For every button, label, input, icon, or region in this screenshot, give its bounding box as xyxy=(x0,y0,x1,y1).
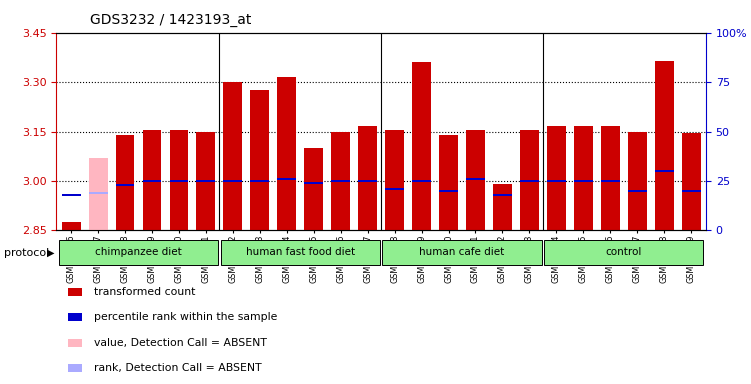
Bar xyxy=(197,180,216,182)
Text: chimpanzee diet: chimpanzee diet xyxy=(95,247,182,258)
Bar xyxy=(116,135,134,230)
Bar xyxy=(224,82,243,230)
Text: human fast food diet: human fast food diet xyxy=(246,247,354,258)
Bar xyxy=(68,288,83,296)
Bar xyxy=(382,240,541,265)
Bar xyxy=(520,130,538,230)
Bar xyxy=(304,148,323,230)
Bar xyxy=(628,132,647,230)
Bar xyxy=(601,180,620,182)
Bar xyxy=(116,184,134,186)
Bar xyxy=(682,133,701,230)
Bar xyxy=(358,126,377,230)
Bar xyxy=(224,180,243,182)
Bar xyxy=(221,240,380,265)
Bar xyxy=(493,194,512,196)
Bar xyxy=(358,180,377,182)
Bar xyxy=(59,240,218,265)
Bar xyxy=(439,190,458,192)
Bar xyxy=(385,130,404,230)
Bar xyxy=(466,130,485,230)
Bar xyxy=(68,364,83,372)
Text: value, Detection Call = ABSENT: value, Detection Call = ABSENT xyxy=(94,338,267,348)
Text: protocol: protocol xyxy=(4,248,49,258)
Bar xyxy=(277,178,296,180)
Bar xyxy=(682,190,701,192)
Text: human cafe diet: human cafe diet xyxy=(419,247,505,258)
Bar xyxy=(439,135,458,230)
Bar xyxy=(89,192,107,194)
Bar xyxy=(331,132,350,230)
Bar xyxy=(89,158,107,230)
Bar xyxy=(68,313,83,321)
Bar xyxy=(412,62,431,230)
Bar xyxy=(62,194,80,196)
Bar xyxy=(493,184,512,230)
Bar xyxy=(197,132,216,230)
Text: ▶: ▶ xyxy=(47,248,55,258)
Text: percentile rank within the sample: percentile rank within the sample xyxy=(94,313,277,323)
Bar xyxy=(331,180,350,182)
Bar xyxy=(143,130,161,230)
Text: control: control xyxy=(605,247,642,258)
Bar xyxy=(143,180,161,182)
Bar xyxy=(68,339,83,347)
Bar xyxy=(547,126,566,230)
Bar xyxy=(170,180,189,182)
Bar xyxy=(250,180,270,182)
Bar xyxy=(412,180,431,182)
Bar xyxy=(574,126,593,230)
Bar xyxy=(520,180,538,182)
Bar xyxy=(574,180,593,182)
Bar xyxy=(655,61,674,230)
Bar xyxy=(655,170,674,172)
Text: transformed count: transformed count xyxy=(94,287,195,297)
Bar xyxy=(544,240,703,265)
Bar xyxy=(250,90,270,230)
Bar xyxy=(466,178,485,180)
Bar xyxy=(385,188,404,190)
Bar xyxy=(628,190,647,192)
Bar xyxy=(547,180,566,182)
Bar xyxy=(304,182,323,184)
Text: GDS3232 / 1423193_at: GDS3232 / 1423193_at xyxy=(90,13,252,27)
Bar xyxy=(170,130,189,230)
Bar xyxy=(62,222,80,230)
Text: rank, Detection Call = ABSENT: rank, Detection Call = ABSENT xyxy=(94,363,261,373)
Bar xyxy=(601,126,620,230)
Bar xyxy=(277,77,296,230)
